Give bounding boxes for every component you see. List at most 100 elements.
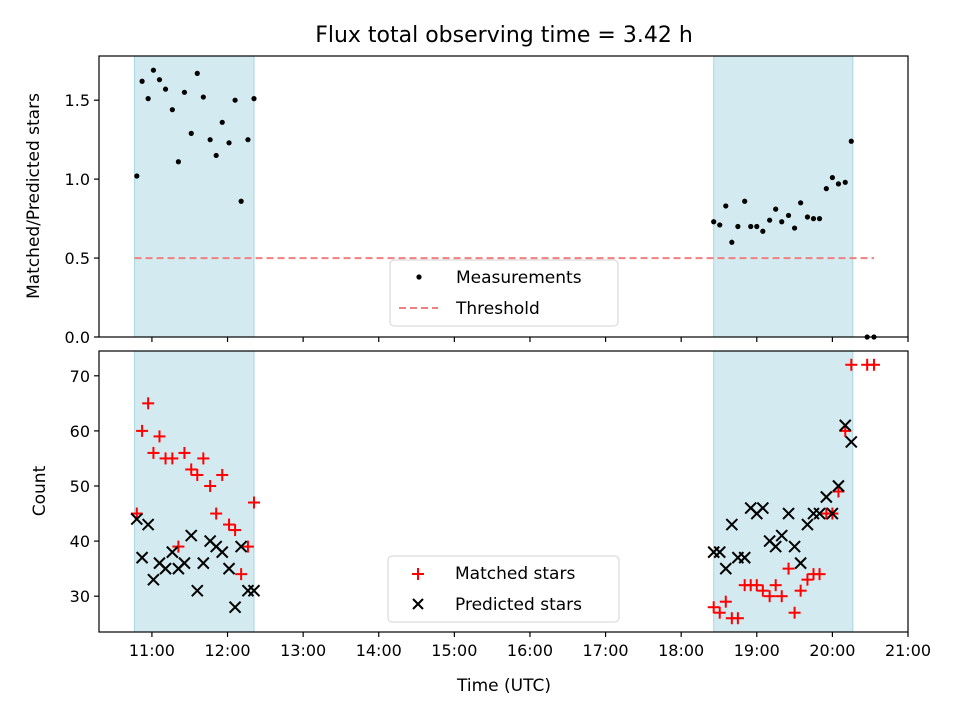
chart-title: Flux total observing time = 3.42 h	[315, 23, 693, 48]
matched-star-point	[813, 568, 826, 581]
matched-star-point	[750, 579, 763, 592]
predicted-star-point	[801, 518, 814, 531]
measurement-point	[729, 239, 735, 245]
top-shaded-interval-0	[134, 55, 255, 338]
measurement-point	[150, 67, 157, 73]
predicted-star-point	[135, 551, 149, 564]
measurement-point	[251, 96, 257, 102]
predicted-star-point	[788, 540, 801, 553]
matched-star-point	[832, 485, 845, 498]
matched-star-point	[166, 452, 179, 465]
measurement-point	[139, 78, 145, 84]
matched-star-point	[210, 507, 223, 520]
measurement-point	[169, 107, 175, 113]
bottom-legend: Matched stars Predicted stars	[387, 555, 620, 623]
predicted-star-point	[845, 435, 858, 449]
bottom-legend-box	[387, 555, 620, 623]
top-legend-box	[389, 259, 619, 327]
x-tick-label: 15:00	[431, 641, 477, 660]
measurement-point	[791, 225, 798, 231]
predicted-star-point	[178, 556, 191, 570]
measurement-point	[823, 186, 829, 192]
measurement-point	[835, 181, 842, 187]
x-axis-label: Time (UTC)	[456, 676, 551, 696]
matched-star-point	[763, 590, 776, 603]
predicted-star-point	[719, 562, 732, 575]
predicted-star-point	[159, 562, 172, 575]
matched-star-point	[197, 452, 210, 465]
x-tick-label: 16:00	[507, 641, 553, 660]
matched-star-point	[719, 595, 732, 608]
matched-star-point	[867, 358, 880, 371]
matched-star-point	[769, 579, 782, 592]
bottom-shaded-interval-0	[134, 350, 255, 633]
predicted-star-point	[166, 545, 179, 559]
legend-matched-label: Matched stars	[455, 564, 575, 584]
measurement-point	[829, 174, 835, 181]
bottom-y-tick-label: 50	[70, 477, 90, 496]
measurement-point	[156, 77, 163, 83]
predicted-star-point	[197, 556, 210, 570]
x-tick-label: 14:00	[356, 641, 402, 660]
bottom-y-tick-label: 60	[70, 422, 90, 441]
legend-measurements-label: Measurements	[456, 268, 582, 288]
measurement-point	[779, 219, 785, 225]
bottom-shaded-interval-1	[713, 350, 854, 633]
x-tick-label: 18:00	[658, 641, 704, 660]
measurement-point	[816, 216, 823, 222]
top-y-tick-label: 0.0	[65, 328, 90, 347]
x-tick-label: 21:00	[885, 641, 931, 660]
measurement-point	[162, 86, 169, 92]
predicted-star-point	[247, 584, 261, 597]
predicted-star-point	[130, 512, 144, 526]
bottom-y-tick-label: 70	[70, 367, 90, 386]
predicted-star-point	[216, 545, 229, 559]
matched-star-point	[775, 590, 788, 603]
measurement-point	[760, 228, 766, 234]
matched-star-point	[241, 540, 254, 553]
matched-star-point	[136, 424, 149, 437]
predicted-star-point	[141, 518, 155, 531]
predicted-star-point	[228, 600, 242, 614]
top-y-tick-label: 1.0	[65, 170, 90, 189]
measurement-point	[194, 70, 200, 76]
matched-star-point	[223, 518, 236, 531]
bottom-panel: Count Time (UTC) 30 40 50 60 70 11:00 12:00 13:…	[30, 350, 931, 696]
bottom-plot-frame	[98, 350, 909, 633]
predicted-star-point	[222, 562, 236, 575]
measurement-point	[735, 223, 741, 230]
measurement-point	[798, 200, 804, 206]
x-tick-label: 11:00	[129, 641, 175, 660]
predicted-star-point	[769, 540, 782, 553]
predicted-star-point	[782, 507, 795, 520]
bottom-y-axis-label: Count	[30, 465, 50, 516]
top-panel: Matched/Predicted stars 0.0 0.5 1.0 1.5 Mea…	[24, 55, 909, 347]
top-legend: Measurements Threshold	[389, 259, 619, 327]
matched-star-point	[191, 468, 204, 481]
top-y-tick-label: 1.5	[65, 91, 90, 110]
matched-star-point	[147, 446, 160, 459]
legend-threshold-label: Threshold	[455, 299, 540, 319]
legend-predicted-label: Predicted stars	[455, 595, 582, 615]
top-plot-frame	[98, 55, 909, 338]
predicted-star-point	[756, 501, 770, 515]
measurement-point	[723, 203, 729, 209]
matched-star-point	[794, 584, 807, 597]
measurement-point	[754, 223, 760, 230]
predicted-star-point	[185, 529, 198, 542]
measurement-point	[232, 97, 238, 103]
measurement-point	[810, 216, 817, 222]
x-tick-label: 13:00	[280, 641, 326, 660]
x-tick-label: 19:00	[734, 641, 780, 660]
measurement-point	[181, 89, 188, 95]
top-shaded-interval-1	[713, 55, 854, 338]
matched-star-point	[756, 584, 769, 597]
top-y-tick-label: 0.5	[65, 249, 90, 268]
measurement-point	[748, 223, 754, 230]
matched-star-point	[839, 424, 852, 437]
matched-star-point	[707, 601, 720, 614]
matched-star-point	[229, 524, 242, 537]
predicted-star-point	[738, 551, 751, 564]
predicted-star-point	[775, 529, 788, 542]
